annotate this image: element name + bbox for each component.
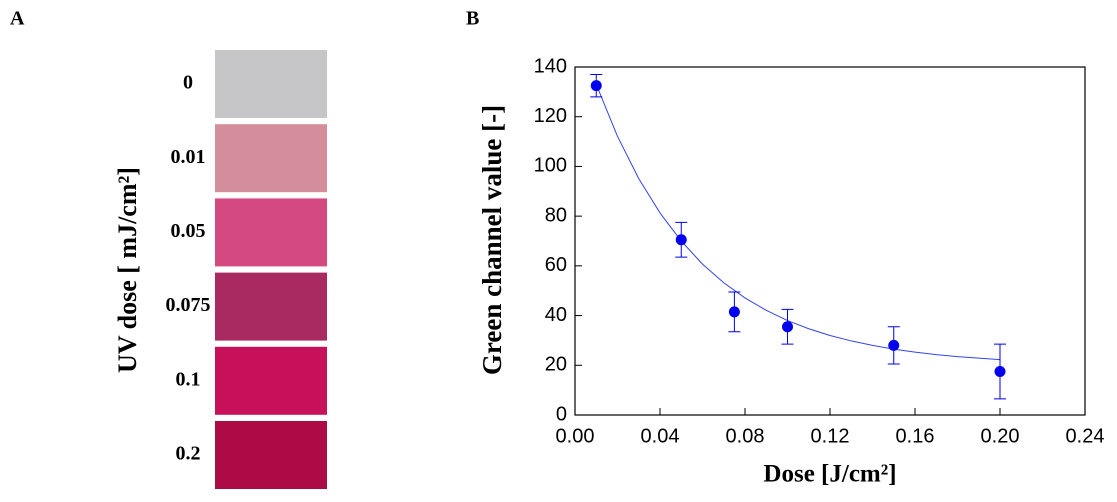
- y-tick-label: 40: [545, 304, 567, 326]
- x-tick-label: 0.08: [726, 425, 765, 447]
- y-tick-label: 100: [534, 155, 567, 177]
- swatch-label: 0.01: [171, 146, 206, 168]
- swatch: [215, 50, 327, 118]
- data-point: [590, 80, 602, 92]
- panel-label: B: [466, 8, 479, 30]
- data-point: [994, 366, 1006, 377]
- swatch: [215, 124, 327, 193]
- y-tick-label: 80: [545, 204, 567, 226]
- y-tick-label: 140: [534, 55, 567, 77]
- panel-label: A: [10, 8, 25, 30]
- x-axis-label: Dose [J/cm²]: [763, 461, 896, 488]
- y-axis-label: Green channel value [-]: [477, 105, 507, 375]
- swatch-label: 0.05: [171, 220, 206, 242]
- x-tick-label: 0.12: [811, 425, 850, 447]
- x-tick-label: 0.04: [641, 425, 680, 447]
- data-point: [675, 234, 687, 246]
- y-axis-label: UV dose [ mJ/cm²]: [113, 167, 142, 373]
- y-tick-label: 120: [534, 105, 567, 127]
- swatch-label: 0.075: [166, 294, 211, 316]
- data-point: [888, 339, 900, 351]
- y-tick-label: 20: [545, 354, 567, 376]
- data-point: [728, 306, 740, 318]
- data-point: [782, 321, 793, 333]
- swatch: [215, 198, 327, 267]
- fit-curve: [595, 84, 1001, 361]
- x-tick-label: 0.00: [556, 425, 595, 447]
- x-tick-label: 0.24: [1066, 425, 1105, 447]
- plot-frame: [574, 66, 1086, 416]
- swatch: [215, 272, 327, 341]
- swatch-label: 0: [183, 72, 193, 94]
- swatch: [215, 421, 327, 489]
- y-tick-label: 60: [545, 254, 567, 276]
- swatch-label: 0.2: [176, 443, 201, 465]
- x-tick-label: 0.16: [896, 425, 935, 447]
- swatch-label: 0.1: [176, 368, 201, 390]
- x-tick-label: 0.20: [981, 425, 1020, 447]
- y-tick-label: 0: [556, 403, 567, 425]
- swatch: [215, 346, 327, 415]
